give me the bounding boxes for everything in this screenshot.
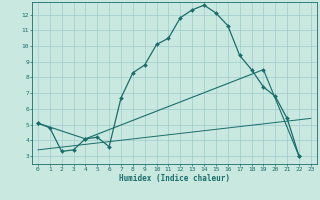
X-axis label: Humidex (Indice chaleur): Humidex (Indice chaleur) [119,174,230,183]
